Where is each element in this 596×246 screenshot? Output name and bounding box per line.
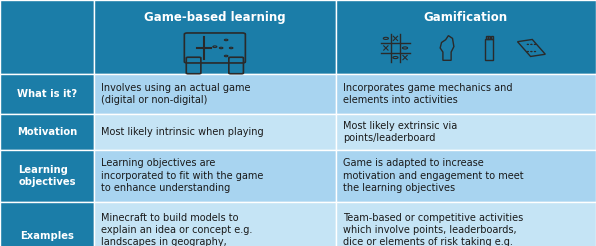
Text: Minecraft to build models to
explain an idea or concept e.g.
landscapes in geogr: Minecraft to build models to explain an … bbox=[101, 213, 253, 246]
Circle shape bbox=[530, 51, 532, 52]
Bar bbox=[0, 150, 94, 202]
Bar bbox=[336, 0, 596, 74]
Text: Team-based or competitive activities
which involve points, leaderboards,
dice or: Team-based or competitive activities whi… bbox=[343, 213, 523, 246]
Text: Game is adapted to increase
motivation and engagement to meet
the learning objec: Game is adapted to increase motivation a… bbox=[343, 158, 523, 193]
Circle shape bbox=[527, 44, 529, 45]
Text: Most likely intrinsic when playing: Most likely intrinsic when playing bbox=[101, 127, 264, 137]
Text: What is it?: What is it? bbox=[17, 89, 77, 99]
Bar bbox=[486, 35, 488, 39]
Bar bbox=[94, 114, 336, 150]
Text: Involves using an actual game
(digital or non-digital): Involves using an actual game (digital o… bbox=[101, 83, 251, 105]
Bar bbox=[336, 74, 596, 114]
Bar bbox=[0, 0, 94, 74]
Text: Motivation: Motivation bbox=[17, 127, 77, 137]
Text: Learning objectives are
incorporated to fit with the game
to enhance understandi: Learning objectives are incorporated to … bbox=[101, 158, 263, 193]
Bar bbox=[94, 74, 336, 114]
Bar bbox=[0, 202, 94, 246]
Bar bbox=[336, 202, 596, 246]
Bar bbox=[491, 35, 493, 39]
Bar bbox=[94, 150, 336, 202]
Text: Most likely extrinsic via
points/leaderboard: Most likely extrinsic via points/leaderb… bbox=[343, 121, 457, 143]
Bar bbox=[488, 35, 491, 39]
Bar bbox=[336, 114, 596, 150]
Text: Incorporates game mechanics and
elements into activities: Incorporates game mechanics and elements… bbox=[343, 83, 512, 105]
Circle shape bbox=[534, 44, 536, 45]
Bar bbox=[485, 39, 493, 60]
Bar bbox=[0, 74, 94, 114]
Text: Learning
objectives: Learning objectives bbox=[18, 165, 76, 187]
Text: Game-based learning: Game-based learning bbox=[144, 11, 285, 24]
Bar bbox=[94, 0, 336, 74]
Text: Gamification: Gamification bbox=[424, 11, 508, 24]
Bar bbox=[336, 150, 596, 202]
Circle shape bbox=[530, 44, 532, 45]
Circle shape bbox=[534, 51, 536, 52]
Bar bbox=[0, 114, 94, 150]
Bar bbox=[94, 202, 336, 246]
Circle shape bbox=[527, 51, 529, 52]
Text: Examples: Examples bbox=[20, 231, 74, 241]
